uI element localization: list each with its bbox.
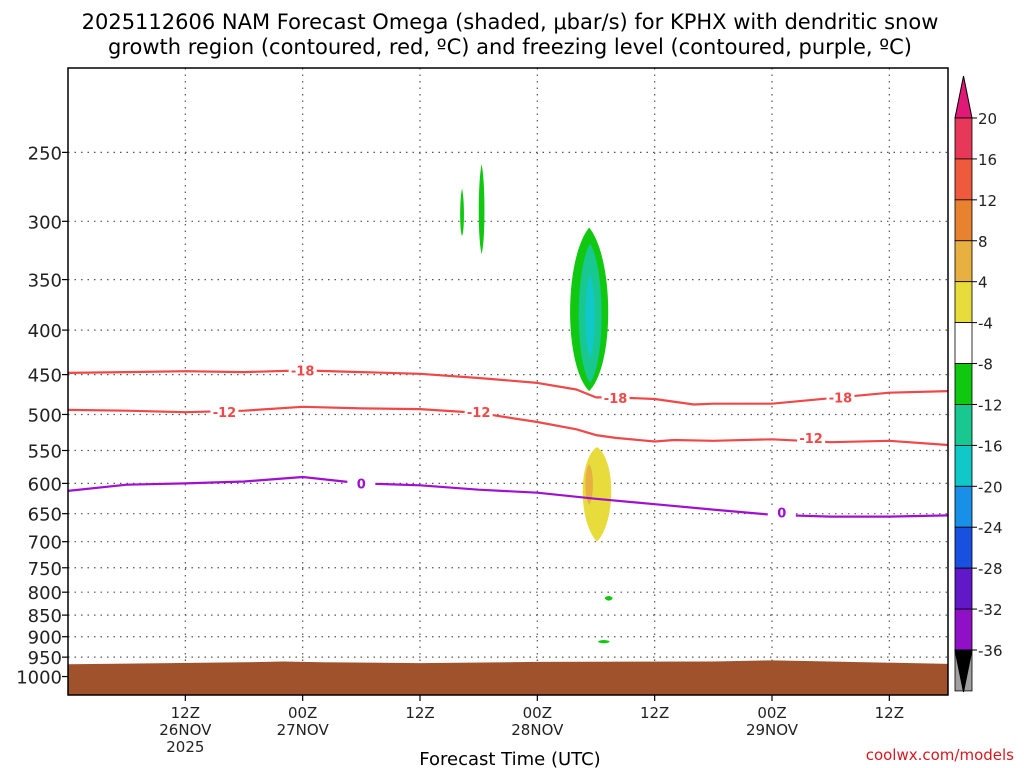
omega-upward-low-2 xyxy=(598,640,610,644)
colorbar-segment-7 xyxy=(954,404,973,446)
colorbar-segment-12 xyxy=(954,608,973,651)
contour-label-temp-minus12-1: -12 xyxy=(467,406,491,421)
colorbar-label-2: 12 xyxy=(978,192,997,210)
contour-label-bg-temp-minus18-2 xyxy=(826,390,855,405)
y-tick-label-700: 700 xyxy=(28,533,62,554)
contour-label-bg-temp-minus18-0 xyxy=(288,363,317,378)
colorbar-segment-5 xyxy=(954,322,973,364)
contour-label-bg-freezing-level-0 xyxy=(347,476,376,491)
x-tick-label-42: 00Z xyxy=(523,704,552,722)
x-tick-label-54: 12Z xyxy=(640,704,669,722)
plot-frame xyxy=(67,67,949,696)
omega-downward-core xyxy=(585,464,593,505)
chart-title-line1: 2025112606 NAM Forecast Omega (shaded, μ… xyxy=(82,10,939,34)
y-tick-label-500: 500 xyxy=(28,405,62,426)
colorbar-label-13: -36 xyxy=(978,642,1003,660)
colorbar-label-3: 8 xyxy=(978,233,988,251)
y-tick-label-900: 900 xyxy=(28,628,62,649)
colorbar-label-12: -32 xyxy=(978,601,1003,619)
x-tick-date-66: 29NOV xyxy=(746,721,799,739)
contour-label-temp-minus12-2: -12 xyxy=(799,432,823,447)
colorbar-segment-2 xyxy=(954,199,973,242)
colorbar-segment-11 xyxy=(954,567,973,610)
y-tick-label-350: 350 xyxy=(28,271,62,292)
x-tick-label-78: 12Z xyxy=(875,704,904,722)
contour-label-bg-freezing-level-1 xyxy=(767,505,796,520)
colorbar-label-7: -12 xyxy=(978,396,1003,414)
colorbar-segment-1 xyxy=(954,158,973,201)
colorbar-label-5: -4 xyxy=(978,315,993,333)
colorbar-label-8: -16 xyxy=(978,437,1003,455)
contour-label-temp-minus18-0: -18 xyxy=(291,364,315,379)
colorbar-label-9: -20 xyxy=(978,478,1003,496)
x-tick-date-18: 27NOV xyxy=(277,721,330,739)
contour-label-freezing-level-1: 0 xyxy=(777,507,786,522)
y-tick-label-250: 250 xyxy=(28,143,62,164)
x-tick-year-6: 2025 xyxy=(166,738,204,756)
colorbar: 20 16 12 8 4 -4 -8 -12 -16 -20 -24 -28 -32 -36 xyxy=(954,75,1003,693)
contour-label-temp-minus18-1: -18 xyxy=(604,392,628,407)
chart-title-line2: growth region (contoured, red, ºC) and f… xyxy=(108,35,912,59)
contour-line-temp-minus12 xyxy=(67,405,949,447)
contour-line-freezing-level xyxy=(67,475,949,518)
contour-label-bg-temp-minus18-1 xyxy=(601,391,630,406)
omega-upward-center xyxy=(585,274,595,358)
contour-line-temp-minus18 xyxy=(67,369,949,406)
colorbar-segment-0 xyxy=(954,117,973,160)
contour-label-temp-minus12-0: -12 xyxy=(213,406,237,421)
contour-label-bg-temp-minus12-0 xyxy=(210,405,239,420)
colorbar-segment-6 xyxy=(954,363,973,405)
colorbar-segment-8 xyxy=(954,444,973,487)
y-tick-label-450: 450 xyxy=(28,366,62,387)
plot-clipped-group xyxy=(68,68,948,695)
contour-label-temp-minus18-2: -18 xyxy=(829,391,853,406)
y-tick-label-850: 850 xyxy=(28,606,62,627)
axis-layer: 2503003504004505005506006507007508008509… xyxy=(16,67,949,756)
x-tick-date-6: 26NOV xyxy=(159,721,212,739)
y-tick-label-950: 950 xyxy=(28,648,62,669)
colorbar-bottom-arrow xyxy=(954,649,973,693)
contour-label-freezing-level-0: 0 xyxy=(357,477,366,492)
omega-upward-small-2 xyxy=(478,164,485,254)
y-tick-label-750: 750 xyxy=(28,559,62,580)
colorbar-segment-10 xyxy=(954,526,973,569)
colorbar-label-10: -24 xyxy=(978,519,1003,537)
terrain-fill xyxy=(68,660,948,695)
colorbar-segment-9 xyxy=(954,485,973,528)
colorbar-top-arrow xyxy=(954,75,973,119)
contour-layer: -18 -18 -18 -12 -12 -12 0 0 xyxy=(67,363,949,522)
contour-label-bg-temp-minus12-2 xyxy=(797,430,826,445)
x-tick-label-18: 00Z xyxy=(288,704,317,722)
x-tick-label-6: 12Z xyxy=(171,704,200,722)
x-tick-label-30: 12Z xyxy=(405,704,434,722)
y-tick-label-800: 800 xyxy=(28,583,62,604)
x-tick-date-42: 28NOV xyxy=(511,721,564,739)
y-tick-label-650: 650 xyxy=(28,505,62,526)
contour-label-bg-temp-minus12-1 xyxy=(464,405,493,420)
colorbar-label-11: -28 xyxy=(978,560,1003,578)
x-axis-label: Forecast Time (UTC) xyxy=(419,749,600,768)
x-tick-label-66: 00Z xyxy=(757,704,786,722)
y-tick-label-600: 600 xyxy=(28,474,62,495)
colorbar-label-0: 20 xyxy=(978,110,997,128)
colorbar-segment-4 xyxy=(954,281,973,324)
colorbar-segment-3 xyxy=(954,240,973,283)
credit-text: coolwx.com/models xyxy=(866,746,1014,764)
colorbar-label-6: -8 xyxy=(978,356,993,374)
omega-upward-small-1 xyxy=(460,188,464,237)
y-tick-label-300: 300 xyxy=(28,212,62,233)
y-tick-label-550: 550 xyxy=(28,442,62,463)
plot-area xyxy=(68,68,948,695)
colorbar-label-1: 16 xyxy=(978,151,997,169)
colorbar-label-4: 4 xyxy=(978,274,988,292)
y-tick-label-1000: 1000 xyxy=(16,668,62,689)
omega-upward-low-1 xyxy=(604,595,613,601)
y-tick-label-400: 400 xyxy=(28,321,62,342)
